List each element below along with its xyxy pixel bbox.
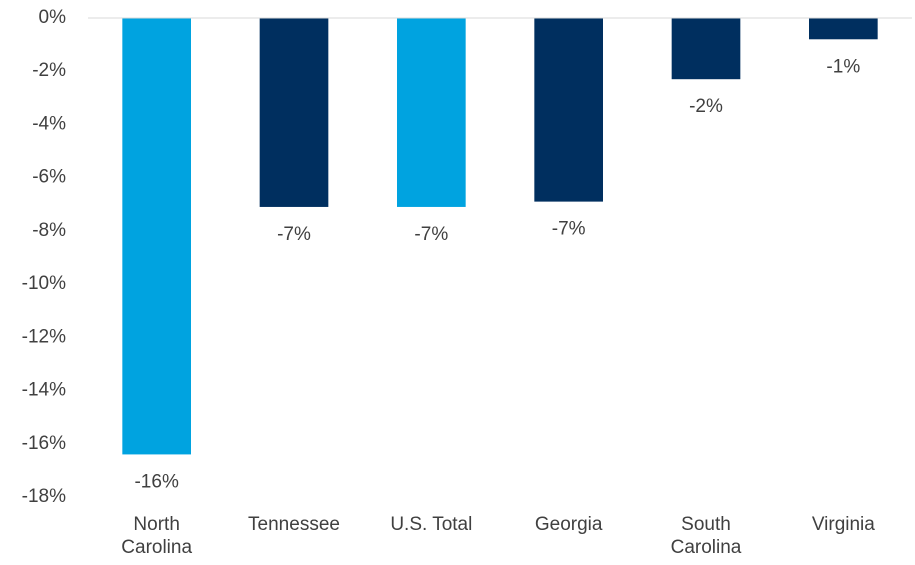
data-label: -7% (414, 224, 448, 245)
bar (397, 18, 466, 207)
data-label: -7% (552, 219, 586, 240)
y-tick-label: -16% (22, 433, 66, 454)
y-tick-label: -12% (22, 326, 66, 347)
x-tick-label: North Carolina (121, 514, 192, 558)
bar (534, 18, 603, 202)
bar (809, 18, 878, 40)
y-tick-label: -4% (32, 113, 66, 134)
data-label: -1% (826, 56, 860, 77)
x-tick-label: U.S. Total (390, 514, 472, 535)
x-tick-label: Tennessee (248, 514, 340, 535)
x-tick-label: Virginia (812, 514, 875, 535)
bar (122, 18, 191, 455)
data-label: -7% (277, 224, 311, 245)
data-label: -2% (689, 96, 723, 117)
y-tick-label: -6% (32, 167, 66, 188)
y-tick-label: 0% (39, 7, 67, 28)
y-tick-label: -2% (32, 60, 66, 81)
bar (671, 18, 741, 80)
y-tick-label: -14% (22, 380, 66, 401)
data-label: -16% (134, 471, 178, 492)
x-tick-label: South Carolina (671, 514, 742, 558)
x-tick-label: Georgia (535, 514, 603, 535)
y-tick-label: -10% (22, 273, 66, 294)
bar (259, 18, 329, 207)
y-tick-label: -8% (32, 220, 66, 241)
y-tick-label: -18% (22, 486, 66, 507)
